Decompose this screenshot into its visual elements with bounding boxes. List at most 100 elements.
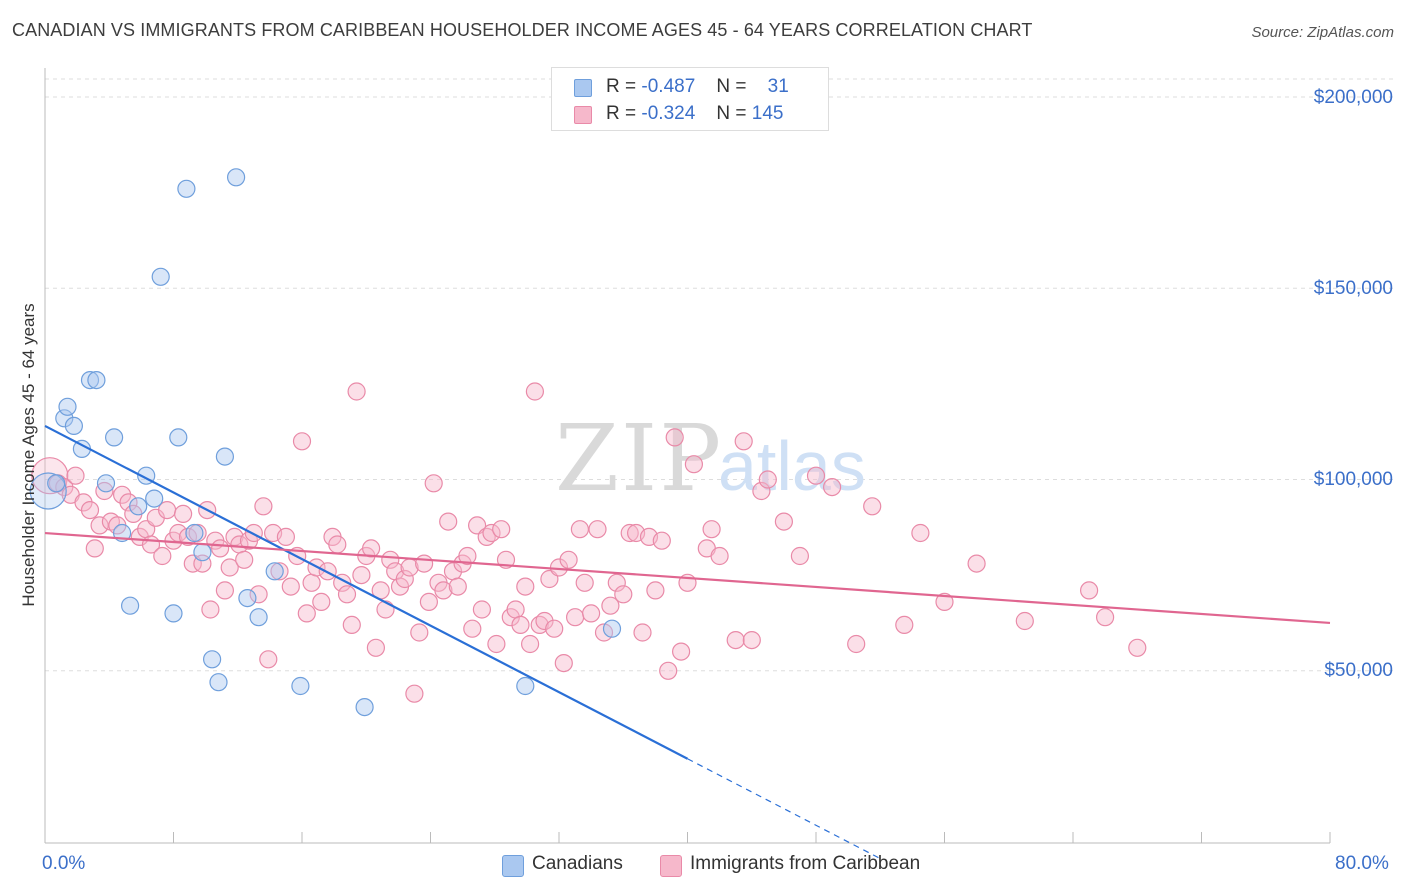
canadians-point bbox=[169, 428, 188, 447]
canadians-point bbox=[215, 447, 234, 466]
canadians-point bbox=[602, 619, 622, 638]
chart-title: CANADIAN VS IMMIGRANTS FROM CARIBBEAN HO… bbox=[12, 20, 1033, 40]
caribbean-point bbox=[614, 585, 633, 604]
source-label: Source: ZipAtlas.com bbox=[1251, 24, 1394, 41]
caribbean-point bbox=[516, 577, 535, 596]
series-canadians-points bbox=[29, 168, 622, 717]
caribbean-point bbox=[1015, 611, 1034, 631]
canadians-point bbox=[129, 497, 148, 516]
caribbean-point bbox=[588, 520, 607, 539]
caribbean-point bbox=[559, 550, 578, 569]
caribbean-point bbox=[235, 550, 254, 569]
caribbean-point bbox=[249, 585, 268, 604]
caribbean-point bbox=[525, 382, 545, 401]
canadians-point bbox=[96, 474, 116, 493]
caribbean-point bbox=[487, 634, 506, 654]
caribbean-point bbox=[66, 466, 85, 485]
caribbean-point bbox=[80, 501, 100, 520]
canadians-point bbox=[249, 608, 268, 627]
caribbean-point bbox=[270, 562, 289, 581]
caribbean-point bbox=[1079, 581, 1099, 600]
caribbean-point bbox=[292, 432, 312, 451]
axes bbox=[44, 68, 1331, 844]
x-max-label: 80.0% bbox=[1335, 853, 1389, 874]
caribbean-trend-line bbox=[44, 531, 1331, 625]
canadians-point bbox=[145, 489, 164, 508]
caribbean-point bbox=[520, 634, 540, 654]
caribbean-point bbox=[95, 481, 114, 501]
legend-r-label: R = bbox=[606, 103, 637, 124]
caribbean-point bbox=[439, 512, 458, 531]
caribbean-point bbox=[774, 512, 794, 531]
caribbean-point bbox=[112, 485, 132, 504]
canadians-point bbox=[203, 650, 222, 669]
caribbean-point bbox=[734, 432, 753, 451]
caribbean-point bbox=[215, 581, 234, 600]
canadians-point bbox=[227, 168, 246, 187]
caribbean-point bbox=[665, 428, 684, 447]
caribbean-point bbox=[376, 600, 395, 619]
canadians-point bbox=[151, 267, 170, 286]
canadians-point bbox=[291, 676, 310, 696]
canadians-point bbox=[164, 604, 183, 623]
caribbean-point bbox=[570, 520, 590, 539]
legend-n-value: 145 bbox=[751, 103, 784, 124]
caribbean-point bbox=[710, 546, 729, 566]
legend-n-label: N = bbox=[716, 76, 747, 97]
y-tick-label-100k: $100,000 bbox=[1313, 469, 1393, 490]
x-min-label: 0.0% bbox=[42, 853, 86, 874]
caribbean-point bbox=[935, 592, 954, 612]
caribbean-point bbox=[607, 573, 626, 592]
caribbean-point bbox=[448, 577, 467, 596]
caribbean-point bbox=[684, 455, 704, 474]
caribbean-point bbox=[967, 554, 986, 573]
caribbean-point bbox=[847, 634, 866, 654]
caribbean-point bbox=[752, 481, 771, 501]
caribbean-point bbox=[1128, 638, 1147, 657]
caribbean-point bbox=[863, 497, 882, 516]
caribbean-point bbox=[806, 466, 826, 485]
caribbean-point bbox=[366, 638, 385, 657]
legend-r-value: -0.324 bbox=[641, 103, 696, 124]
watermark-atlas: atlas bbox=[718, 427, 866, 505]
caribbean-legend-swatch bbox=[660, 855, 682, 877]
canadians-point bbox=[238, 588, 257, 608]
caribbean-point bbox=[742, 630, 761, 650]
legend-n-label: N = bbox=[716, 103, 747, 124]
trend-lines bbox=[44, 424, 1331, 860]
caribbean-point bbox=[702, 520, 721, 539]
y-tick-label-50k: $50,000 bbox=[1324, 660, 1393, 681]
caribbean-point bbox=[220, 558, 239, 577]
caribbean-point bbox=[85, 539, 104, 558]
watermark-zip: ZIP bbox=[555, 405, 723, 512]
caribbean-point bbox=[312, 592, 331, 612]
caribbean-point bbox=[659, 661, 678, 680]
caribbean-point bbox=[415, 554, 434, 573]
canadians-point bbox=[516, 676, 535, 696]
caribbean-point bbox=[381, 550, 400, 569]
y-tick-label-150k: $150,000 bbox=[1313, 278, 1393, 299]
caribbean-point bbox=[424, 474, 443, 493]
caribbean-point bbox=[153, 546, 172, 566]
canadians-point bbox=[47, 474, 66, 493]
canadians-legend-swatch bbox=[502, 855, 524, 877]
caribbean-point bbox=[410, 623, 429, 642]
canadians-point bbox=[185, 523, 204, 543]
caribbean-point bbox=[276, 527, 295, 547]
canadians-trend-extension bbox=[687, 758, 881, 860]
caribbean-point bbox=[482, 523, 501, 543]
caribbean-point bbox=[601, 596, 620, 615]
caribbean-point bbox=[554, 653, 573, 673]
caribbean-point bbox=[646, 581, 665, 600]
caribbean-point bbox=[119, 493, 138, 512]
canadians-point bbox=[104, 428, 124, 447]
caribbean-point bbox=[211, 539, 230, 558]
caribbean-point bbox=[1095, 608, 1115, 627]
legend-n-value: 31 bbox=[767, 76, 789, 97]
caribbean-point bbox=[254, 497, 273, 516]
caribbean-point bbox=[895, 615, 914, 635]
caribbean-point bbox=[463, 619, 482, 638]
caribbean-point bbox=[911, 523, 930, 543]
